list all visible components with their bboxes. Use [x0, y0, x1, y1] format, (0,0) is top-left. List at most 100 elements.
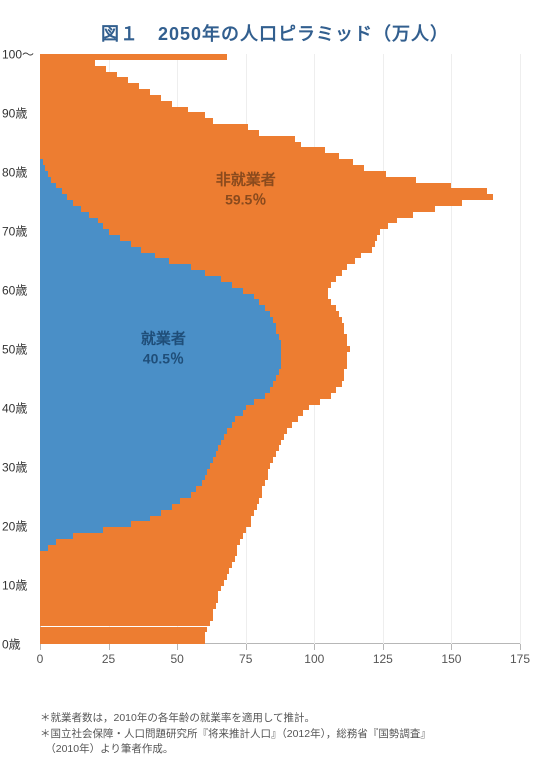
- x-tick-label: 50: [170, 652, 183, 666]
- bar-employed: [40, 399, 254, 405]
- age-row: [40, 352, 520, 358]
- bar-employed: [40, 311, 270, 317]
- age-row: [40, 586, 520, 592]
- x-tick: [246, 644, 247, 650]
- footnote-line: （2010年）より筆者作成。: [40, 742, 520, 758]
- bar-employed: [40, 212, 89, 218]
- age-row: [40, 305, 520, 311]
- bar-employed: [40, 510, 161, 516]
- bar-employed: [40, 516, 150, 522]
- age-row: [40, 241, 520, 247]
- y-tick-label: 80歳: [2, 164, 27, 181]
- bar-total: [40, 183, 451, 189]
- age-row: [40, 136, 520, 142]
- age-row: [40, 329, 520, 335]
- age-row: [40, 568, 520, 574]
- age-row: [40, 340, 520, 346]
- bar-employed: [40, 480, 202, 486]
- age-row: [40, 206, 520, 212]
- plot-area: 02550751001251501750歳10歳20歳30歳40歳50歳60歳7…: [40, 54, 520, 644]
- age-row: [40, 551, 520, 557]
- x-tick-label: 125: [373, 652, 393, 666]
- bar-employed: [40, 539, 56, 545]
- age-row: [40, 486, 520, 492]
- bar-total: [40, 194, 493, 200]
- bar-employed: [40, 387, 270, 393]
- age-row: [40, 369, 520, 375]
- bar-employed: [40, 264, 191, 270]
- age-row: [40, 294, 520, 300]
- age-row: [40, 516, 520, 522]
- age-row: [40, 112, 520, 118]
- age-row: [40, 457, 520, 463]
- age-row: [40, 77, 520, 83]
- bar-employed: [40, 340, 281, 346]
- bar-employed: [40, 258, 169, 264]
- bar-employed: [40, 183, 56, 189]
- age-row: [40, 469, 520, 475]
- bar-total: [40, 77, 128, 83]
- bar-employed: [40, 434, 224, 440]
- bar-employed: [40, 393, 265, 399]
- age-row: [40, 627, 520, 633]
- bar-total: [40, 83, 139, 89]
- x-tick-label: 75: [239, 652, 252, 666]
- age-row: [40, 60, 520, 66]
- bar-employed: [40, 416, 235, 422]
- age-row: [40, 504, 520, 510]
- bar-employed: [40, 358, 281, 364]
- age-row: [40, 147, 520, 153]
- age-row: [40, 247, 520, 253]
- bar-total: [40, 153, 339, 159]
- bar-total: [40, 609, 213, 615]
- bar-total: [40, 580, 224, 586]
- x-tick: [314, 644, 315, 650]
- footnote-line: ＊就業者数は，2010年の各年齢の就業率を適用して推計。: [40, 711, 520, 727]
- age-row: [40, 299, 520, 305]
- bar-employed: [40, 223, 103, 229]
- age-row: [40, 223, 520, 229]
- bar-employed: [40, 282, 232, 288]
- bar-total: [40, 89, 150, 95]
- age-row: [40, 177, 520, 183]
- x-tick-label: 175: [510, 652, 530, 666]
- bar-total: [40, 615, 213, 621]
- x-tick-label: 100: [304, 652, 324, 666]
- bar-total: [40, 627, 207, 633]
- bar-total: [40, 147, 325, 153]
- bar-employed: [40, 369, 279, 375]
- bar-employed: [40, 504, 172, 510]
- age-row: [40, 194, 520, 200]
- age-row: [40, 609, 520, 615]
- age-row: [40, 288, 520, 294]
- bar-employed: [40, 410, 243, 416]
- age-row: [40, 54, 520, 60]
- x-tick-label: 0: [37, 652, 44, 666]
- age-row: [40, 393, 520, 399]
- age-row: [40, 539, 520, 545]
- bar-total: [40, 206, 435, 212]
- bar-total: [40, 124, 248, 130]
- bar-total: [40, 632, 205, 638]
- age-row: [40, 107, 520, 113]
- bar-total: [40, 112, 205, 118]
- x-tick-label: 150: [441, 652, 461, 666]
- bar-total: [40, 72, 117, 78]
- bar-employed: [40, 229, 109, 235]
- bar-employed: [40, 241, 131, 247]
- age-row: [40, 632, 520, 638]
- bar-total: [40, 136, 295, 142]
- age-row: [40, 498, 520, 504]
- bar-total: [40, 107, 188, 113]
- age-row: [40, 615, 520, 621]
- bar-employed: [40, 364, 281, 370]
- bar-total: [40, 159, 353, 165]
- bar-employed: [40, 177, 51, 183]
- age-row: [40, 101, 520, 107]
- bar-employed: [40, 492, 191, 498]
- footnotes: ＊就業者数は，2010年の各年齢の就業率を適用して推計。＊国立社会保障・人口問題…: [40, 711, 520, 758]
- age-row: [40, 364, 520, 370]
- bar-total: [40, 638, 205, 644]
- bar-employed: [40, 445, 218, 451]
- bar-employed: [40, 498, 180, 504]
